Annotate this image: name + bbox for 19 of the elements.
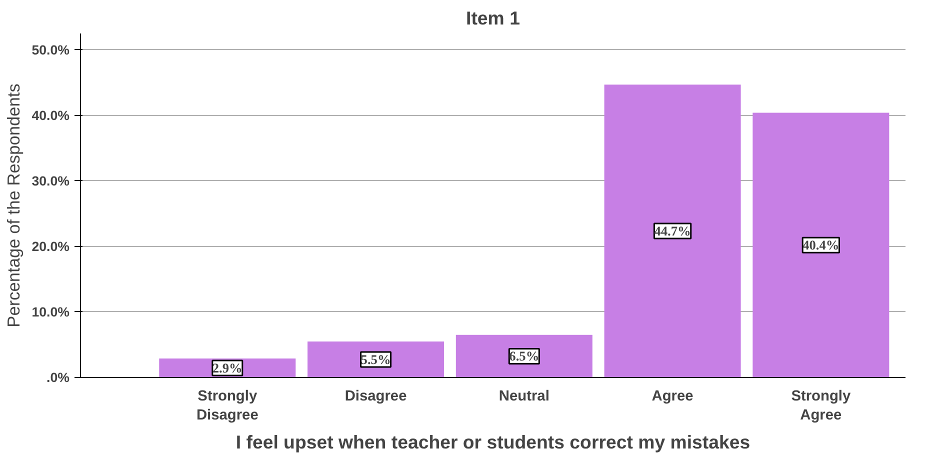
x-tick-label: Strongly Agree [791, 388, 852, 424]
x-tick-label: Strongly Disagree [196, 388, 258, 424]
y-tick-label: 20.0% [32, 238, 70, 254]
x-tick-label: Agree [652, 388, 694, 404]
bar [604, 84, 741, 378]
y-tick-label: 50.0% [32, 42, 70, 58]
y-axis-title: Percentage of the Respondents [4, 83, 24, 328]
y-tick-label: .0% [46, 370, 70, 385]
y-tick-label: 40.0% [32, 108, 70, 123]
chart-title: Item 1 [466, 8, 520, 28]
x-tick-label: Neutral [498, 388, 550, 404]
data-label: 2.9% [212, 360, 242, 376]
x-tick-label: Disagree [344, 388, 407, 404]
x-axis-title: I feel upset when teacher or students correct my mistakes [236, 432, 750, 453]
y-tick-label: 30.0% [32, 173, 70, 188]
bar [752, 112, 890, 378]
bar [308, 341, 444, 378]
bar [456, 334, 592, 378]
y-tick-label: 10.0% [32, 304, 70, 320]
